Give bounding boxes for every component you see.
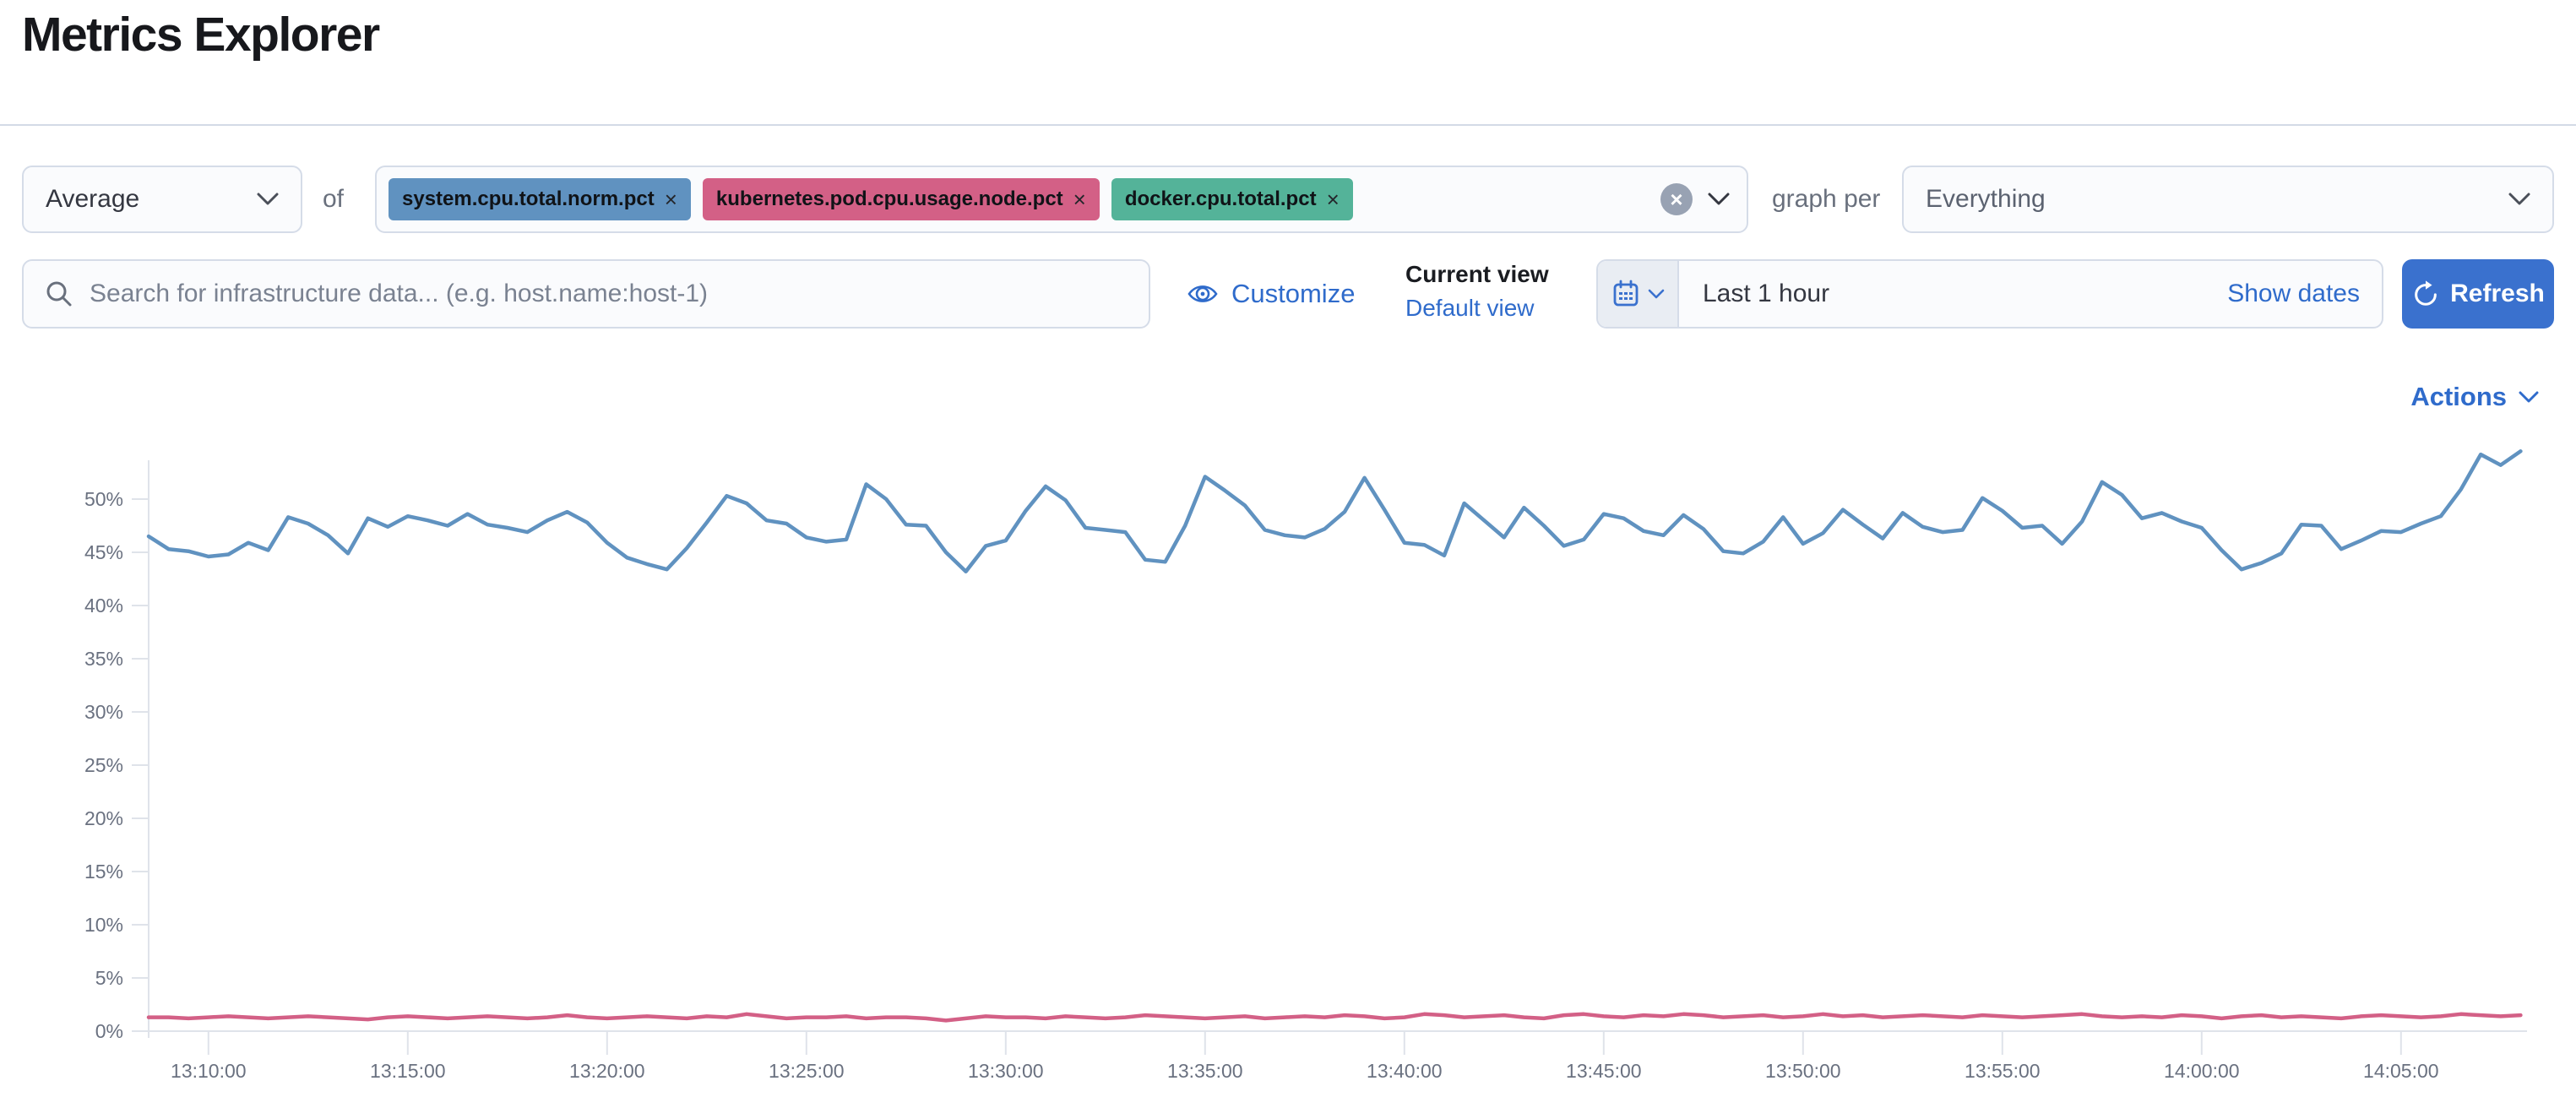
y-axis-tick-label: 0% bbox=[95, 1020, 123, 1042]
date-picker[interactable]: Last 1 hour Show dates bbox=[1596, 259, 2383, 329]
metric-tag-label: system.cpu.total.norm.pct bbox=[402, 187, 655, 210]
x-axis-tick-label: 13:55:00 bbox=[1965, 1060, 2041, 1082]
metric-tag[interactable]: docker.cpu.total.pct × bbox=[1111, 178, 1353, 220]
customize-label: Customize bbox=[1231, 279, 1356, 308]
chevron-down-icon[interactable] bbox=[1708, 193, 1730, 206]
tag-close-icon[interactable]: × bbox=[664, 187, 677, 212]
calendar-icon bbox=[1613, 280, 1639, 307]
refresh-icon bbox=[2415, 280, 2437, 306]
x-axis-tick-label: 13:30:00 bbox=[968, 1060, 1044, 1082]
group-by-value: Everything bbox=[1926, 185, 2046, 213]
show-dates-link[interactable]: Show dates bbox=[2227, 280, 2360, 307]
eye-icon bbox=[1187, 285, 1218, 302]
x-axis-tick-label: 14:00:00 bbox=[2164, 1060, 2240, 1082]
metric-tag-list: system.cpu.total.norm.pct × kubernetes.pod… bbox=[389, 178, 1660, 220]
x-axis-tick-label: 13:25:00 bbox=[769, 1060, 845, 1082]
page-title: Metrics Explorer bbox=[22, 8, 380, 62]
time-range-value[interactable]: Last 1 hour bbox=[1703, 280, 1830, 307]
quick-select-button[interactable] bbox=[1598, 261, 1679, 327]
tag-close-icon[interactable]: × bbox=[1326, 187, 1340, 212]
of-label: of bbox=[323, 185, 345, 213]
search-input[interactable] bbox=[90, 280, 1128, 308]
metric-tag[interactable]: kubernetes.pod.cpu.usage.node.pct × bbox=[702, 178, 1100, 220]
metric-tag-label: docker.cpu.total.pct bbox=[1124, 187, 1317, 210]
y-axis-tick-label: 5% bbox=[95, 967, 123, 989]
x-axis-tick-label: 13:50:00 bbox=[1765, 1060, 1841, 1082]
x-axis-tick-label: 14:05:00 bbox=[2363, 1060, 2439, 1082]
chevron-down-icon bbox=[257, 193, 279, 205]
x-axis-tick-label: 13:45:00 bbox=[1566, 1060, 1642, 1082]
y-axis-tick-label: 45% bbox=[84, 541, 123, 563]
chevron-down-icon bbox=[2508, 193, 2530, 205]
actions-label: Actions bbox=[2410, 382, 2507, 411]
current-view-label: Current view bbox=[1405, 261, 1549, 287]
series-line bbox=[146, 449, 2523, 573]
refresh-button[interactable]: Refresh bbox=[2402, 259, 2554, 329]
x-axis-tick-label: 13:35:00 bbox=[1167, 1060, 1243, 1082]
x-axis-tick-label: 13:40:00 bbox=[1367, 1060, 1443, 1082]
refresh-label: Refresh bbox=[2450, 280, 2545, 307]
x-axis-tick-label: 13:15:00 bbox=[370, 1060, 446, 1082]
header-divider bbox=[0, 124, 2576, 126]
search-icon bbox=[46, 281, 72, 307]
y-axis-tick-label: 30% bbox=[84, 701, 123, 723]
y-axis-tick-label: 35% bbox=[84, 648, 123, 670]
search-box[interactable] bbox=[22, 259, 1150, 329]
chevron-down-icon bbox=[1648, 289, 1665, 298]
default-view-link[interactable]: Default view bbox=[1405, 295, 1535, 321]
y-axis-tick-label: 15% bbox=[84, 861, 123, 883]
y-axis-tick-label: 40% bbox=[84, 595, 123, 616]
graph-per-label: graph per bbox=[1772, 185, 1881, 213]
clear-metrics-icon[interactable]: × bbox=[1660, 183, 1693, 215]
chevron-down-icon bbox=[2519, 391, 2539, 402]
customize-button[interactable]: Customize bbox=[1186, 259, 1355, 329]
metric-tag-label: kubernetes.pod.cpu.usage.node.pct bbox=[715, 187, 1063, 210]
group-by-select[interactable]: Everything bbox=[1902, 166, 2554, 233]
metrics-combobox[interactable]: system.cpu.total.norm.pct × kubernetes.pod… bbox=[375, 166, 1748, 233]
aggregation-select[interactable]: Average bbox=[22, 166, 302, 233]
y-axis-tick-label: 10% bbox=[84, 914, 123, 936]
y-axis-tick-label: 20% bbox=[84, 807, 123, 829]
x-axis-tick-label: 13:10:00 bbox=[171, 1060, 247, 1082]
aggregation-value: Average bbox=[46, 185, 140, 213]
y-axis-tick-label: 50% bbox=[84, 488, 123, 510]
actions-menu-button[interactable]: Actions bbox=[2410, 382, 2539, 412]
tag-close-icon[interactable]: × bbox=[1073, 187, 1086, 212]
metric-tag[interactable]: system.cpu.total.norm.pct × bbox=[389, 178, 691, 220]
series-line bbox=[146, 1012, 2523, 1023]
x-axis-tick-label: 13:20:00 bbox=[569, 1060, 645, 1082]
y-axis-tick-label: 25% bbox=[84, 754, 123, 776]
view-block: Current view Default view bbox=[1405, 258, 1574, 325]
